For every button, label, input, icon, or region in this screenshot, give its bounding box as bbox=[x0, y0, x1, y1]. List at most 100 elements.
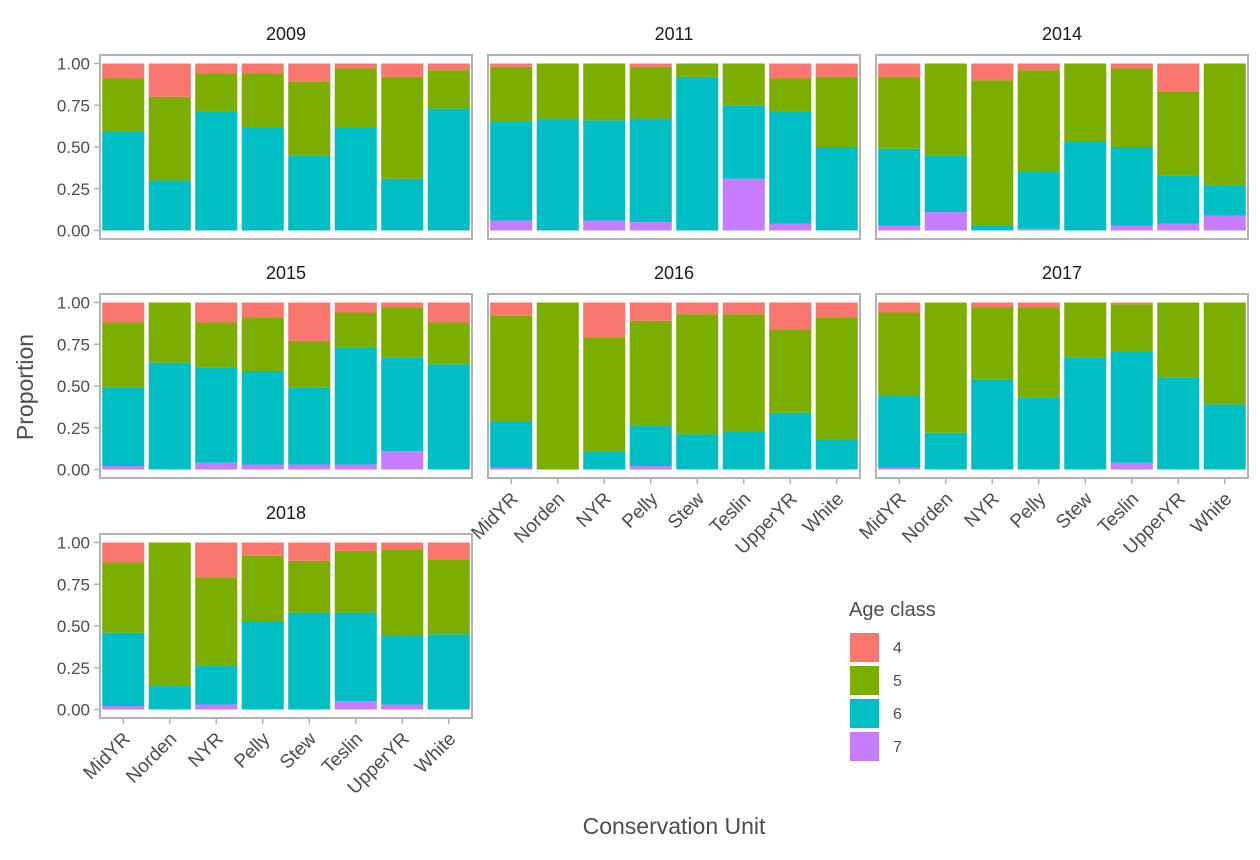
bar-segment-White-age-6 bbox=[815, 147, 858, 231]
bar-segment-NYR-age-5 bbox=[195, 322, 238, 368]
bar-segment-NYR-age-5 bbox=[583, 337, 626, 452]
bar-segment-Pelly-age-5 bbox=[629, 66, 672, 119]
legend-label-7: 7 bbox=[893, 739, 902, 756]
bar-segment-Norden-age-5 bbox=[924, 302, 967, 433]
bar-segment-Pelly-age-5 bbox=[241, 317, 284, 371]
bar-segment-Norden-age-5 bbox=[536, 302, 579, 470]
y-tick-label: 0.25 bbox=[57, 419, 90, 438]
bar-segment-White-age-7 bbox=[1203, 215, 1246, 231]
bar-segment-UpperYR-age-6 bbox=[769, 412, 812, 470]
bar-segment-UpperYR-age-5 bbox=[769, 329, 812, 413]
bar-segment-MidYR-age-4 bbox=[102, 302, 145, 323]
bar-segment-UpperYR-age-5 bbox=[769, 78, 812, 112]
x-tick-label: Pelly bbox=[1006, 488, 1050, 532]
x-tick-label: NYR bbox=[573, 489, 616, 532]
bar-segment-White-age-6 bbox=[427, 364, 470, 470]
bar-segment-Teslin-age-6 bbox=[1110, 350, 1153, 463]
bar-segment-UpperYR-age-5 bbox=[381, 307, 424, 358]
bar-segment-MidYR-age-5 bbox=[102, 78, 145, 132]
bar-segment-Stew-age-5 bbox=[288, 81, 331, 156]
bar-segment-Pelly-age-6 bbox=[629, 118, 672, 223]
bar-segment-MidYR-age-7 bbox=[490, 220, 533, 231]
bar-segment-UpperYR-age-6 bbox=[381, 357, 424, 452]
bar-segment-Teslin-age-7 bbox=[1110, 225, 1153, 231]
bar-segment-UpperYR-age-7 bbox=[1157, 223, 1200, 231]
legend-label-4: 4 bbox=[893, 640, 902, 657]
bar-segment-Norden-age-5 bbox=[148, 302, 191, 363]
panel-border bbox=[487, 293, 861, 479]
bar-segment-Teslin-age-7 bbox=[1110, 462, 1153, 470]
bar-segment-NYR-age-5 bbox=[971, 307, 1014, 380]
bar-segment-NYR-age-7 bbox=[583, 220, 626, 231]
bar-segment-Teslin-age-6 bbox=[722, 431, 765, 470]
y-tick-label: 1.00 bbox=[57, 534, 90, 553]
bar-segment-NYR-age-6 bbox=[195, 666, 238, 705]
bar-segment-Pelly-age-6 bbox=[241, 370, 284, 465]
y-tick-label: 0.50 bbox=[57, 617, 90, 636]
bar-segment-MidYR-age-5 bbox=[878, 312, 921, 397]
bar-segment-Norden-age-6 bbox=[148, 686, 191, 710]
y-tick-label: 0.00 bbox=[57, 222, 90, 241]
bar-segment-UpperYR-age-4 bbox=[769, 302, 812, 330]
bar-segment-MidYR-age-7 bbox=[878, 225, 921, 231]
bar-segment-Pelly-age-5 bbox=[241, 555, 284, 621]
panel-border bbox=[487, 54, 861, 240]
bar-segment-Teslin-age-7 bbox=[722, 178, 765, 231]
legend-key-7 bbox=[850, 732, 879, 761]
panel-border bbox=[875, 54, 1249, 240]
bar-segment-Pelly-age-7 bbox=[629, 466, 672, 470]
bar-segment-UpperYR-age-4 bbox=[381, 63, 424, 77]
bar-segment-Teslin-age-6 bbox=[722, 105, 765, 179]
bar-segment-Pelly-age-5 bbox=[629, 320, 672, 427]
facet-title: 2018 bbox=[266, 503, 306, 523]
bar-segment-Stew-age-6 bbox=[288, 155, 331, 231]
bar-segment-White-age-6 bbox=[815, 439, 858, 470]
bar-segment-UpperYR-age-4 bbox=[769, 63, 812, 79]
bar-segment-Stew-age-6 bbox=[676, 434, 719, 470]
bar-segment-MidYR-age-7 bbox=[102, 706, 145, 710]
bar-segment-White-age-4 bbox=[427, 63, 470, 71]
y-tick-label: 0.50 bbox=[57, 138, 90, 157]
bar-segment-White-age-5 bbox=[815, 76, 858, 147]
bar-segment-Pelly-age-4 bbox=[629, 302, 672, 321]
bar-segment-Pelly-age-4 bbox=[241, 302, 284, 318]
bar-segment-Norden-age-5 bbox=[536, 63, 579, 119]
bar-segment-Stew-age-7 bbox=[288, 464, 331, 470]
x-tick-label: Pelly bbox=[618, 488, 662, 532]
bar-segment-NYR-age-6 bbox=[583, 120, 626, 221]
legend-key-6 bbox=[850, 699, 879, 728]
bar-segment-MidYR-age-7 bbox=[102, 466, 145, 470]
x-tick-label: Stew bbox=[276, 728, 321, 773]
bar-segment-White-age-5 bbox=[1203, 63, 1246, 186]
bar-segment-Norden-age-5 bbox=[924, 63, 967, 156]
bar-segment-White-age-4 bbox=[815, 63, 858, 77]
bar-segment-White-age-4 bbox=[427, 542, 470, 560]
bar-segment-Stew-age-5 bbox=[1064, 302, 1107, 358]
bar-segment-NYR-age-5 bbox=[971, 80, 1014, 226]
bar-segment-Teslin-age-5 bbox=[1110, 304, 1153, 351]
bar-segment-White-age-5 bbox=[427, 70, 470, 109]
x-tick-label: Stew bbox=[1052, 488, 1097, 533]
bar-segment-Teslin-age-7 bbox=[334, 701, 377, 710]
bar-segment-Teslin-age-4 bbox=[334, 542, 377, 551]
facet-title: 2015 bbox=[266, 263, 306, 283]
bar-segment-UpperYR-age-7 bbox=[381, 704, 424, 710]
facet-title: 2017 bbox=[1042, 263, 1082, 283]
bar-segment-Pelly-age-7 bbox=[1017, 228, 1060, 231]
bar-segment-MidYR-age-7 bbox=[878, 467, 921, 470]
bar-segment-MidYR-age-6 bbox=[490, 121, 533, 221]
bar-segment-Stew-age-6 bbox=[676, 76, 719, 231]
bar-segment-Teslin-age-6 bbox=[334, 126, 377, 231]
bar-segment-MidYR-age-6 bbox=[102, 387, 145, 467]
bar-segment-NYR-age-4 bbox=[195, 302, 238, 323]
bar-segment-White-age-5 bbox=[815, 317, 858, 440]
bar-segment-NYR-age-7 bbox=[195, 462, 238, 470]
bar-segment-NYR-age-4 bbox=[195, 542, 238, 578]
bar-segment-Teslin-age-5 bbox=[334, 312, 377, 348]
bar-segment-NYR-age-5 bbox=[195, 577, 238, 667]
bar-segment-UpperYR-age-4 bbox=[381, 542, 424, 550]
bar-segment-Teslin-age-5 bbox=[722, 314, 765, 432]
bar-segment-MidYR-age-4 bbox=[490, 63, 533, 67]
